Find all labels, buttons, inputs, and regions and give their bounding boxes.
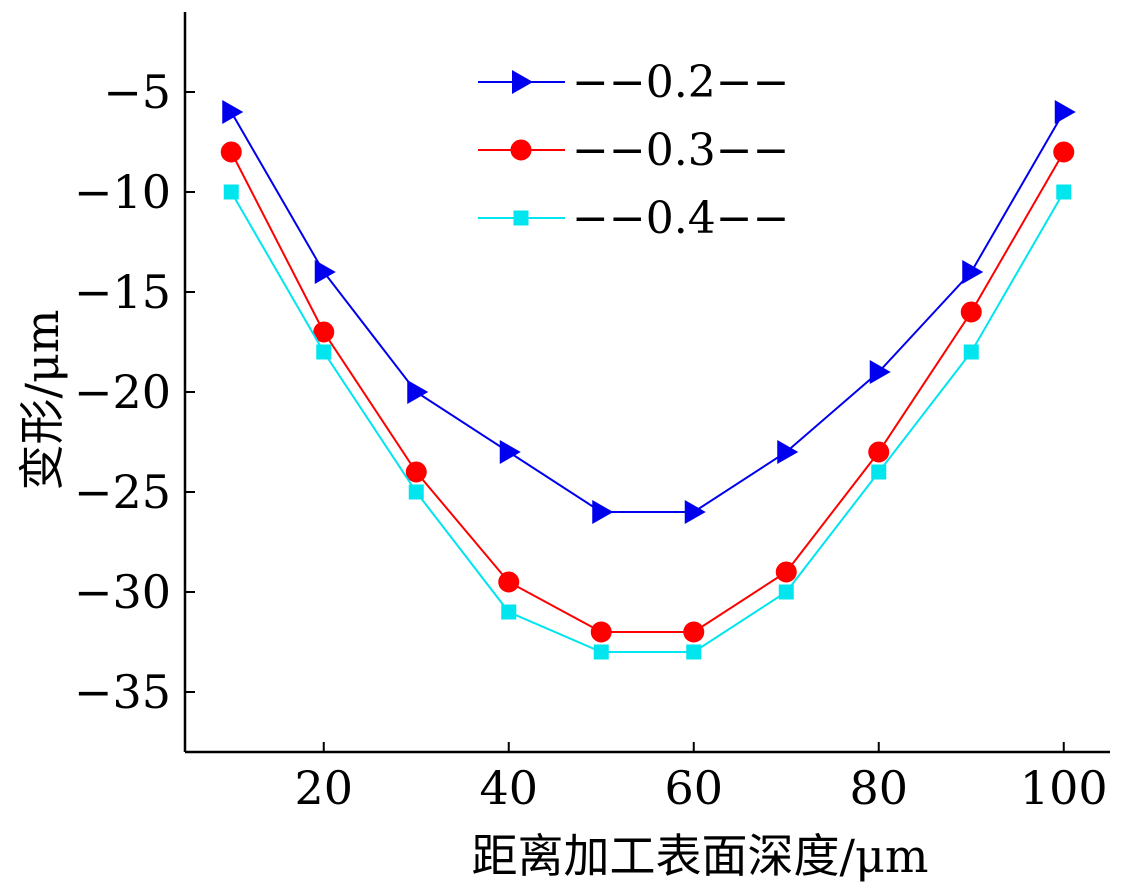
y-tick-label: −35 xyxy=(74,665,171,719)
legend-marker xyxy=(512,70,533,94)
data-point xyxy=(220,141,242,163)
series-3 xyxy=(223,184,1072,660)
data-point xyxy=(775,561,797,583)
data-point xyxy=(1056,184,1072,200)
y-tick-label: −10 xyxy=(74,165,171,219)
y-axis-title: 变形/μm xyxy=(15,309,69,490)
series-line xyxy=(230,111,1065,513)
series-1 xyxy=(222,100,1076,524)
data-point xyxy=(686,644,702,660)
axes: 20 40 60 80 100 −5 −10 −15 −20 −25 −30 −35 xyxy=(74,12,1110,815)
legend-item: −−0.2−− xyxy=(478,57,789,108)
y-tick-label: −30 xyxy=(74,565,171,619)
legend-marker xyxy=(510,139,532,161)
x-tick-label: 60 xyxy=(664,761,723,815)
data-point xyxy=(501,604,517,620)
data-point xyxy=(313,321,335,343)
data-point xyxy=(590,621,612,643)
data-point xyxy=(778,584,794,600)
legend-item: −−0.3−− xyxy=(478,125,789,176)
data-point xyxy=(593,644,609,660)
data-point xyxy=(777,440,799,464)
x-tick-label: 40 xyxy=(479,761,538,815)
data-point xyxy=(316,344,332,360)
data-point xyxy=(683,621,705,643)
data-point xyxy=(407,380,429,404)
data-point xyxy=(960,301,982,323)
data-point xyxy=(222,100,244,124)
data-point xyxy=(684,500,706,524)
legend-label: −−0.4−− xyxy=(572,193,789,244)
data-point xyxy=(1053,141,1075,163)
data-point xyxy=(963,344,979,360)
y-tick-label: −5 xyxy=(103,65,171,119)
data-point xyxy=(314,260,336,284)
data-point xyxy=(869,360,891,384)
legend-label: −−0.3−− xyxy=(572,125,789,176)
legend-marker xyxy=(513,210,529,226)
data-point xyxy=(408,484,424,500)
y-tick-label: −20 xyxy=(74,365,171,419)
data-point xyxy=(1054,100,1076,124)
data-point xyxy=(498,571,520,593)
x-tick-label: 20 xyxy=(294,761,353,815)
y-tick-label: −25 xyxy=(74,465,171,519)
series-2 xyxy=(220,141,1075,643)
x-tick-label: 100 xyxy=(1020,761,1108,815)
legend-item: −−0.4−− xyxy=(478,193,789,244)
x-tick-label: 80 xyxy=(849,761,908,815)
series-line xyxy=(230,151,1065,633)
series-group xyxy=(220,100,1076,660)
data-point xyxy=(962,260,984,284)
data-point xyxy=(868,441,890,463)
data-point xyxy=(592,500,614,524)
data-point xyxy=(499,440,521,464)
data-point xyxy=(405,461,427,483)
series-line xyxy=(230,191,1065,653)
x-axis-title: 距离加工表面深度/μm xyxy=(471,829,928,883)
legend-label: −−0.2−− xyxy=(572,57,789,108)
legend: −−0.2−− −−0.3−− −−0.4−− xyxy=(478,57,789,244)
data-point xyxy=(871,464,887,480)
y-tick-label: −15 xyxy=(74,265,171,319)
data-point xyxy=(223,184,239,200)
